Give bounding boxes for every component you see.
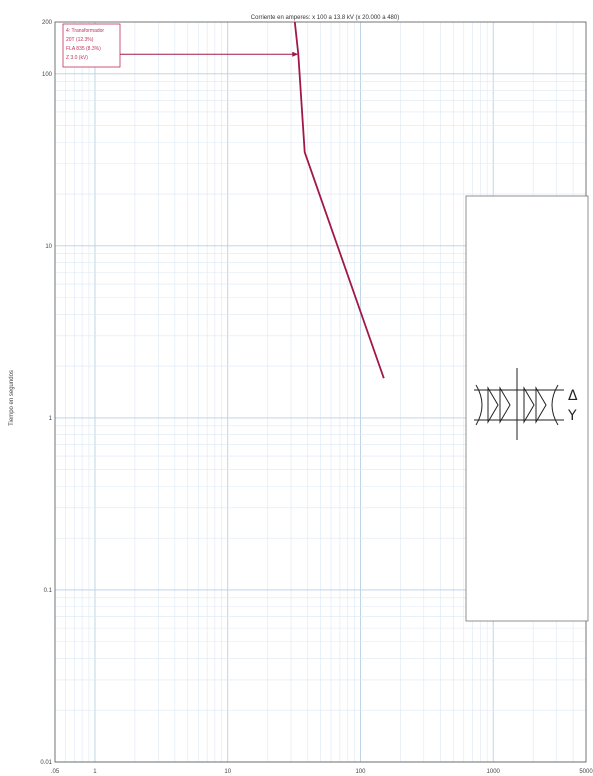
y-tick-label: 10 (45, 244, 52, 250)
legend-line-1: 4: Transformador (66, 28, 104, 34)
y-tick-label: 1 (49, 416, 53, 422)
transformer-symbol-panel: Δ Y (465, 195, 589, 622)
x-tick-label: .05 (51, 769, 60, 775)
x-tick-labels: .05 1 10 100 1000 5000 (51, 769, 593, 775)
delta-label: Δ (568, 388, 578, 404)
legend-line-4: Z 3.0 (kV) (66, 55, 88, 61)
transformer-winding-icon (474, 368, 564, 440)
y-tick-labels: 200 100 10 1 0.1 0.01 (40, 20, 52, 766)
y-tick-label: 0.1 (44, 588, 53, 594)
transformer-damage-curve (293, 21, 385, 379)
x-tick-label: 1000 (487, 769, 501, 775)
chart-title: Corriente en amperes: x 100 a 13.8 kV (x… (251, 15, 399, 21)
inrush-arrow-head (292, 51, 299, 57)
legend-box (62, 23, 121, 68)
x-tick-label: 10 (224, 769, 231, 775)
x-tick-label: 1 (93, 769, 97, 775)
wye-label: Y (567, 408, 577, 424)
symbol-panel-background (465, 195, 589, 622)
x-tick-label: 100 (355, 769, 366, 775)
chart-marks (120, 21, 385, 379)
y-tick-label: 100 (42, 72, 53, 78)
x-tick-label: 5000 (579, 769, 593, 775)
legend-line-2: 20T (12.3%) (66, 37, 94, 43)
legend-line-3: FLA 835 (8.3%) (66, 46, 101, 52)
y-tick-label: 200 (42, 20, 53, 26)
y-axis-label: Tiempo en segundos (9, 370, 15, 426)
y-tick-label: 0.01 (40, 760, 52, 766)
legend: 4: Transformador 20T (12.3%) FLA 835 (8.… (62, 23, 121, 68)
